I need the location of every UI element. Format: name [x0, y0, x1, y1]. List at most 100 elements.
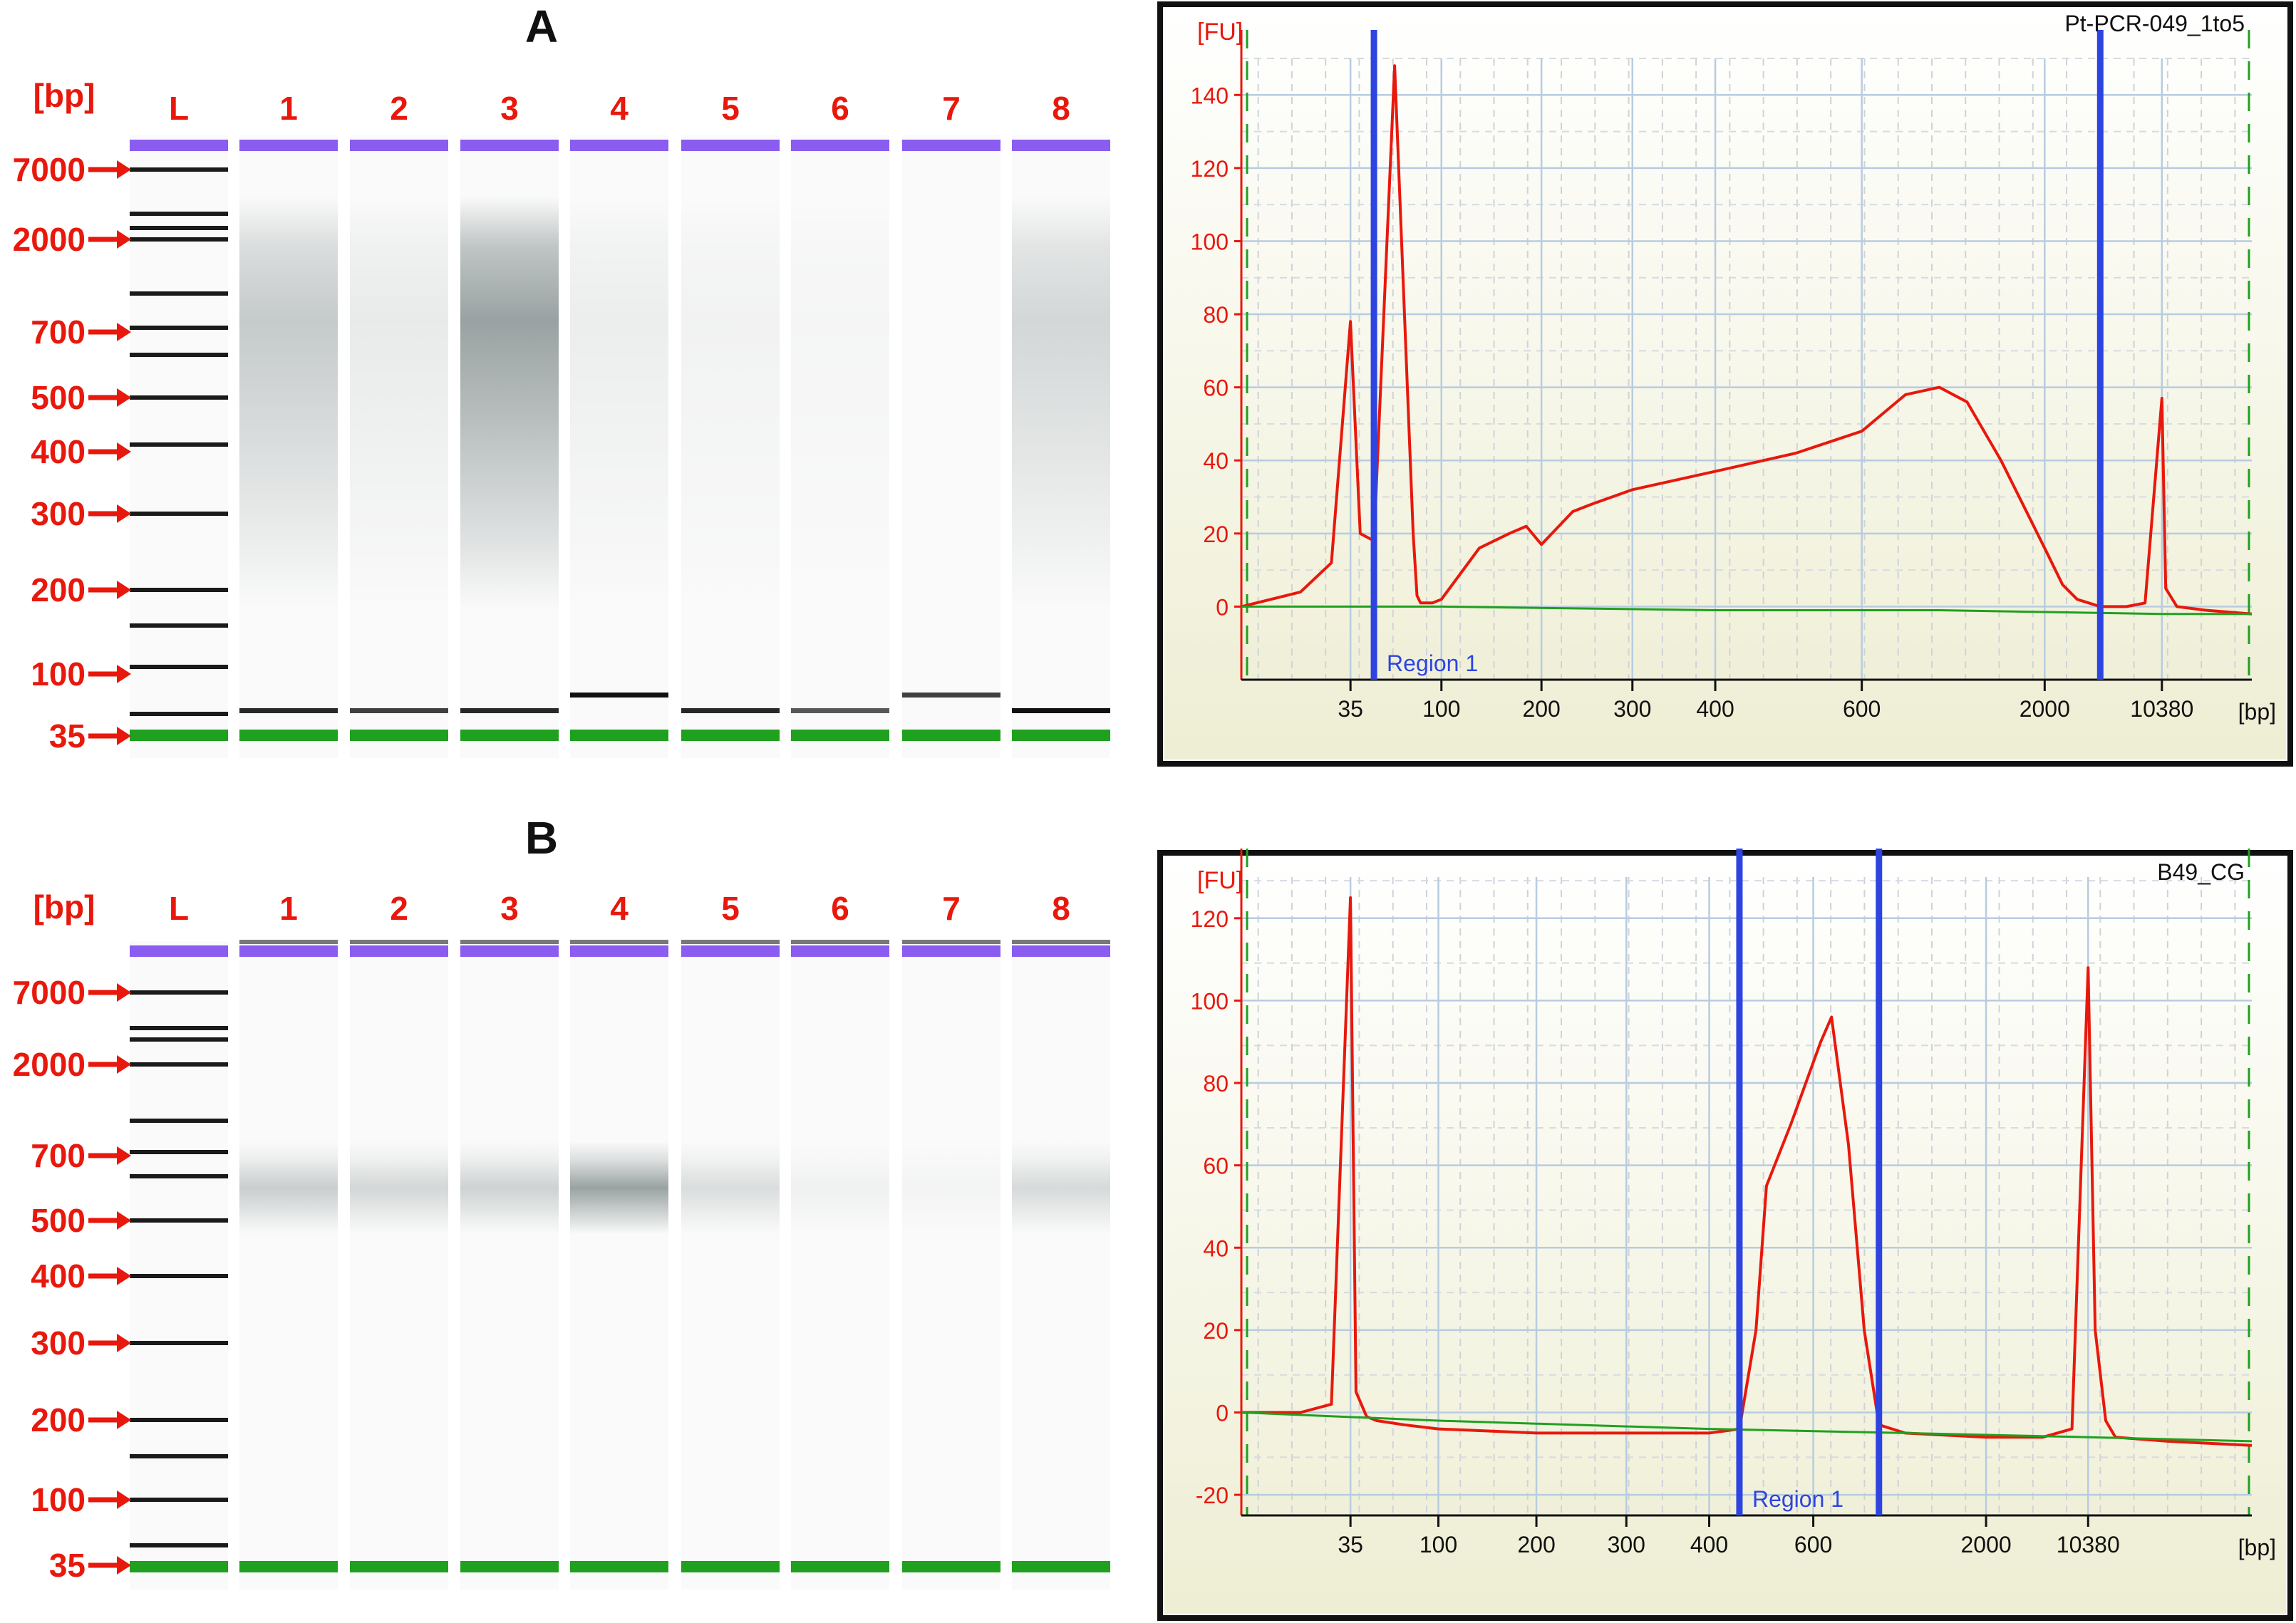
primer-band [239, 708, 338, 713]
marker-label: 200 [31, 571, 86, 608]
lower-marker-band [681, 730, 780, 741]
ladder-band [130, 1454, 228, 1458]
panel-letter: B [524, 812, 559, 864]
region-label: Region 1 [1387, 650, 1478, 676]
upper-marker-band [902, 140, 1000, 151]
lane-label: 2 [390, 890, 408, 927]
lane-label: 3 [500, 890, 519, 927]
lane-background [681, 941, 780, 1590]
upper-marker-band [239, 945, 338, 957]
marker-label: 700 [31, 1137, 86, 1174]
marker-label: 100 [31, 655, 86, 693]
ladder-band [130, 1543, 228, 1547]
marker-arrow-head [117, 1556, 131, 1575]
lane-background [791, 941, 889, 1590]
marker-label: 100 [31, 1481, 86, 1518]
y-tick-label: 0 [1216, 1400, 1229, 1426]
primer-band [350, 708, 448, 713]
y-tick-label: 80 [1203, 1071, 1229, 1096]
marker-label: 200 [31, 1401, 86, 1438]
upper-marker-band [791, 945, 889, 957]
upper-marker-band [570, 945, 668, 957]
lane-label: 7 [942, 90, 961, 127]
sample-name: B49_CG [2157, 859, 2245, 885]
ladder-band [130, 326, 228, 330]
marker-label: 2000 [13, 221, 86, 258]
marker-arrow-head [117, 160, 131, 179]
marker-arrow-head [117, 581, 131, 599]
lane-label: 1 [279, 890, 298, 927]
lane-label: 1 [279, 90, 298, 127]
ladder-band [130, 1341, 228, 1345]
gel-image: [bp] L 1 2 3 4 5 6 7 8 7000 2000 700 500 400 300 200 100 3… [13, 77, 1110, 758]
marker-arrow-head [117, 323, 131, 341]
x-unit-label: [bp] [2238, 1535, 2276, 1560]
marker-label: 500 [31, 1202, 86, 1239]
marker-label: 500 [31, 379, 86, 416]
ladder-band [130, 512, 228, 516]
upper-marker-band [130, 945, 228, 957]
lower-marker-band [239, 1561, 338, 1572]
marker-arrow-head [117, 504, 131, 523]
upper-marker-band [350, 140, 448, 151]
upper-marker-band [1012, 945, 1110, 957]
marker-label: 300 [31, 495, 86, 532]
smear [460, 197, 559, 610]
lane-label: 6 [831, 890, 849, 927]
ladder-band [130, 1418, 228, 1422]
y-tick-label: 80 [1203, 302, 1229, 328]
y-tick-label: 100 [1191, 229, 1229, 254]
marker-arrow-head [117, 983, 131, 1002]
y-tick-label: 40 [1203, 448, 1229, 474]
ladder-band [130, 1037, 228, 1042]
smear [460, 1141, 559, 1234]
primer-band [902, 693, 1000, 698]
lower-marker-band [130, 730, 228, 741]
ladder-band [130, 167, 228, 172]
smear [350, 1141, 448, 1234]
ladder-band [130, 712, 228, 716]
x-tick-label: 600 [1794, 1532, 1832, 1557]
lower-marker-band [460, 730, 559, 741]
y-tick-label: -20 [1196, 1483, 1229, 1508]
lower-marker-band [130, 1561, 228, 1572]
upper-marker-band [1012, 140, 1110, 151]
smear [681, 1141, 780, 1234]
lane-background [1012, 941, 1110, 1590]
marker-arrow-head [117, 1211, 131, 1230]
marker-arrow-head [117, 665, 131, 683]
lane-background [460, 941, 559, 1590]
marker-arrow-head [117, 1267, 131, 1285]
x-tick-label: 10380 [2130, 696, 2193, 722]
lane-label: 4 [610, 890, 629, 927]
lane-label: 4 [610, 90, 629, 127]
electropherogram: 0 20 40 60 80 100 120 140 35 100 200 300 400 600 2000 1… [1157, 1, 2293, 767]
panel-a: A [bp] L 1 2 3 4 5 6 7 8 7000 2000 700 500 400 300 200 10… [13, 1, 2293, 767]
x-tick-label: 10380 [2057, 1532, 2120, 1557]
upper-marker-band [130, 140, 228, 151]
upper-marker-band [570, 140, 668, 151]
x-tick-label: 35 [1338, 696, 1363, 722]
marker-label: 7000 [13, 974, 86, 1011]
lane-label: L [169, 890, 189, 927]
lower-marker-band [1012, 730, 1110, 741]
unit-label: [bp] [33, 77, 95, 114]
x-tick-label: 100 [1422, 696, 1460, 722]
ladder-band [130, 623, 228, 628]
marker-label: 700 [31, 313, 86, 351]
high-band [350, 940, 448, 944]
y-tick-label: 60 [1203, 375, 1229, 401]
smear [791, 1141, 889, 1234]
y-tick-label: 20 [1203, 1318, 1229, 1344]
ladder-band [130, 1062, 228, 1067]
marker-arrow-head [117, 727, 131, 745]
lower-marker-band [902, 730, 1000, 741]
high-band [902, 940, 1000, 944]
x-tick-label: 100 [1420, 1532, 1457, 1557]
ladder-band [130, 395, 228, 400]
y-tick-label: 140 [1191, 83, 1229, 108]
high-band [239, 940, 338, 944]
lane-label: 5 [721, 90, 740, 127]
lane-background [902, 941, 1000, 1590]
ladder-band [130, 442, 228, 447]
